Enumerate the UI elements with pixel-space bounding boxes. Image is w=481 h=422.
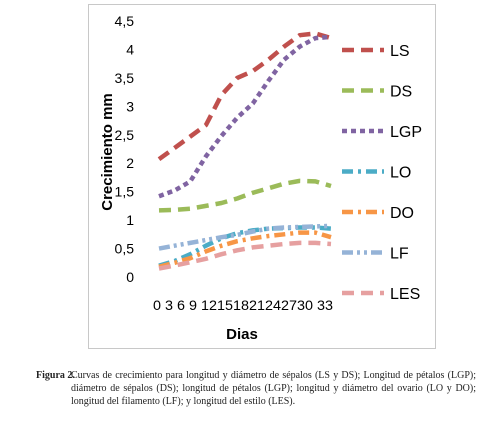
- y-tick-label: 4,5: [115, 13, 135, 29]
- y-tick-label: 3: [126, 98, 134, 114]
- chart-container: 0 0,5 1 1,5 2 2,5 3 3,5 4 4,5 0 3 6 9 12151821242…: [88, 4, 436, 349]
- y-tick-label: 2: [126, 155, 134, 171]
- y-tick-label: 3,5: [115, 70, 135, 86]
- y-tick-label: 1,5: [115, 184, 135, 200]
- y-tick-label: 0: [126, 269, 134, 285]
- legend-label-ls: LS: [390, 43, 410, 60]
- series-line-ds: [158, 178, 332, 213]
- legend-label-lo: LO: [390, 165, 411, 182]
- caption-label: Figura 2.: [36, 370, 75, 381]
- legend-label-lgp: LGP: [390, 124, 422, 141]
- series-line-les: [158, 240, 332, 271]
- legend-label-ds: DS: [390, 84, 412, 101]
- legend-label-lf: LF: [390, 246, 409, 263]
- y-axis-label: Crecimiento mm: [99, 93, 116, 211]
- legend-label-do: DO: [390, 205, 414, 222]
- x-axis-label: Dias: [226, 326, 258, 343]
- y-tick-label: 1: [126, 212, 134, 228]
- y-tick-label: 0,5: [115, 241, 135, 257]
- series-line-lf: [158, 223, 332, 251]
- series-line-ls: [157, 31, 332, 162]
- x-tick-labels: 0 3 6 9 12151821242730 33: [153, 297, 333, 313]
- series-line-lgp: [158, 34, 332, 199]
- y-tick-label: 2,5: [115, 127, 135, 143]
- legend-label-les: LES: [390, 286, 420, 303]
- series-line-do: [158, 230, 332, 269]
- caption-text: Curvas de crecimiento para longitud y di…: [71, 370, 476, 407]
- y-tick-label: 4: [126, 41, 134, 57]
- line-chart: 0 0,5 1 1,5 2 2,5 3 3,5 4 4,5 0 3 6 9 12151821242…: [99, 13, 422, 343]
